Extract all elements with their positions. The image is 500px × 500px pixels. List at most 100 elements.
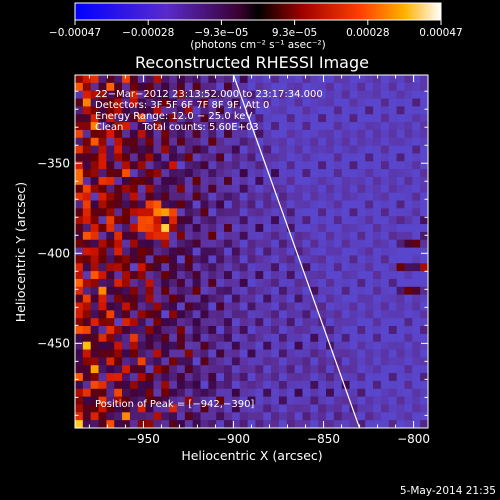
heatmap-cell xyxy=(388,98,397,107)
heatmap-cell xyxy=(129,412,139,421)
heatmap-cell xyxy=(192,396,201,405)
heatmap-cell xyxy=(349,224,358,233)
heatmap-cell xyxy=(341,318,350,327)
heatmap-cell xyxy=(129,373,139,382)
heatmap-cell xyxy=(380,239,390,248)
heatmap-cell xyxy=(216,294,225,303)
heatmap-cell xyxy=(90,98,99,107)
heatmap-cell xyxy=(216,271,225,280)
heatmap-cell xyxy=(114,114,123,123)
heatmap-cell xyxy=(404,420,413,428)
heatmap-cell xyxy=(365,373,374,382)
heatmap-cell xyxy=(137,216,146,225)
heatmap-cell xyxy=(365,224,374,233)
heatmap-cell xyxy=(255,90,264,99)
heatmap-cell xyxy=(90,122,99,131)
heatmap-cell xyxy=(318,161,327,170)
heatmap-cell xyxy=(365,216,374,225)
heatmap-cell xyxy=(129,184,139,193)
heatmap-cell xyxy=(82,247,91,256)
heatmap-cell xyxy=(75,75,84,84)
heatmap-cell xyxy=(302,200,311,209)
heatmap-cell xyxy=(357,129,366,139)
heatmap-cell xyxy=(365,114,374,123)
heatmap-cell xyxy=(200,82,209,91)
heatmap-cell xyxy=(122,396,131,405)
heatmap-cell xyxy=(122,278,131,288)
heatmap-cell xyxy=(365,137,374,146)
heatmap-cell xyxy=(200,192,209,201)
heatmap-cell xyxy=(169,286,178,295)
heatmap-cell xyxy=(184,161,193,170)
heatmap-cell xyxy=(302,224,311,233)
heatmap-cell xyxy=(75,349,84,358)
heatmap-cell xyxy=(412,176,421,186)
heatmap-cell xyxy=(247,176,256,186)
heatmap-cell xyxy=(200,388,209,397)
heatmap-cell xyxy=(106,404,115,413)
heatmap-cell xyxy=(286,388,295,397)
heatmap-cell xyxy=(90,106,99,115)
heatmap-cell xyxy=(224,278,233,288)
heatmap-cell xyxy=(420,263,428,272)
heatmap-cell xyxy=(224,341,233,350)
heatmap-cell xyxy=(357,255,366,264)
heatmap-cell xyxy=(271,380,280,390)
heatmap-cell xyxy=(326,396,335,405)
heatmap-cell xyxy=(349,333,358,343)
heatmap-cell xyxy=(224,302,233,311)
heatmap-cell xyxy=(192,294,201,303)
heatmap-cell xyxy=(224,255,233,264)
heatmap-cell xyxy=(208,349,217,358)
x-tick-label: −800 xyxy=(397,432,430,446)
heatmap-cell xyxy=(420,224,428,233)
heatmap-cell xyxy=(176,184,186,193)
heatmap-cell xyxy=(145,404,154,413)
heatmap-cell xyxy=(231,106,241,115)
heatmap-cell xyxy=(161,365,170,374)
heatmap-cell xyxy=(106,365,115,374)
heatmap-cell xyxy=(365,106,374,115)
heatmap-cell xyxy=(176,137,186,146)
heatmap-cell xyxy=(357,373,366,382)
heatmap-cell xyxy=(373,75,382,84)
heatmap-cell xyxy=(396,208,405,217)
heatmap-cell xyxy=(106,82,115,91)
heatmap-cell xyxy=(349,310,358,319)
heatmap-cell xyxy=(365,231,374,241)
heatmap-cell xyxy=(169,169,178,178)
heatmap-cell xyxy=(176,278,186,288)
heatmap-cell xyxy=(357,98,366,107)
heatmap-cell xyxy=(365,365,374,374)
heatmap-cell xyxy=(333,184,343,193)
heatmap-cell xyxy=(247,278,256,288)
heatmap-cell xyxy=(388,184,397,193)
heatmap-cell xyxy=(333,224,343,233)
heatmap-cell xyxy=(341,192,350,201)
heatmap-cell xyxy=(404,231,413,241)
heatmap-cell xyxy=(208,90,217,99)
heatmap-cell xyxy=(184,373,193,382)
heatmap-cell xyxy=(412,224,421,233)
heatmap-cell xyxy=(396,176,405,186)
heatmap-cell xyxy=(153,137,162,146)
heatmap-cell xyxy=(200,114,209,123)
heatmap-cell xyxy=(114,357,123,366)
heatmap-cell xyxy=(365,349,374,358)
heatmap-cell xyxy=(341,373,350,382)
heatmap-cell xyxy=(161,192,170,201)
heatmap-cell xyxy=(341,302,350,311)
heatmap-cell xyxy=(255,216,264,225)
heatmap-cell xyxy=(349,216,358,225)
heatmap-cell xyxy=(333,122,343,131)
heatmap-cell xyxy=(341,396,350,405)
heatmap-cell xyxy=(326,106,335,115)
heatmap-cell xyxy=(208,263,217,272)
heatmap-cell xyxy=(169,396,178,405)
heatmap-cell xyxy=(349,278,358,288)
heatmap-cell xyxy=(122,192,131,201)
heatmap-cell xyxy=(310,420,319,428)
heatmap-cell xyxy=(200,75,209,84)
heatmap-cell xyxy=(310,98,319,107)
heatmap-cell xyxy=(357,114,366,123)
